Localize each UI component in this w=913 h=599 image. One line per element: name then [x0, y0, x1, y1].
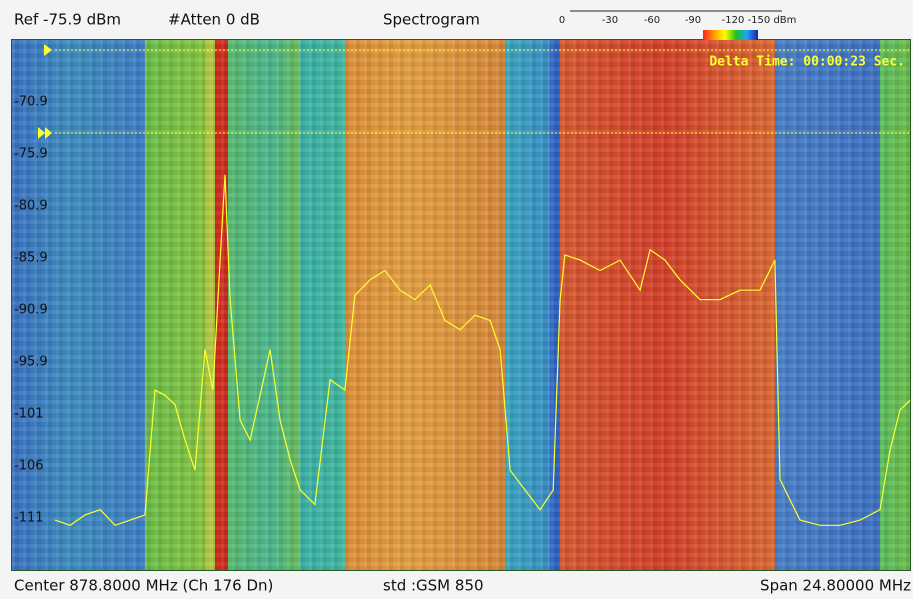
- trace: [54, 174, 911, 526]
- attenuation: #Atten 0 dB: [168, 11, 260, 29]
- footer-bar: [0, 571, 913, 599]
- y-tick-label: -95.9: [14, 355, 48, 370]
- display-marker: [45, 127, 52, 139]
- y-tick-label: -75.9: [14, 147, 48, 162]
- ref-level: Ref -75.9 dBm: [14, 11, 121, 29]
- y-tick-label: -101: [14, 407, 44, 422]
- colorbar-label: -90: [685, 15, 701, 26]
- standard: std :GSM 850: [383, 577, 484, 595]
- header-bar: [0, 0, 913, 40]
- colorbar-label: -120: [722, 15, 745, 26]
- ref-marker: [44, 44, 52, 56]
- y-tick-label: -111: [14, 511, 44, 526]
- spectrogram: [12, 40, 910, 570]
- y-tick-label: -80.9: [14, 199, 48, 214]
- plot-frame: [11, 39, 911, 571]
- colorbar: [703, 30, 758, 40]
- y-tick-label: -70.9: [14, 95, 48, 110]
- y-tick-label: -90.9: [14, 303, 48, 318]
- display-marker: [38, 127, 45, 139]
- colorbar-label: 0: [559, 15, 565, 26]
- colorbar-label: -150 dBm: [748, 15, 797, 26]
- span: Span 24.80000 MHz: [760, 577, 911, 595]
- delta-time: Delta Time: 00:00:23 Sec.: [709, 55, 905, 70]
- center-frequency: Center 878.8000 MHz (Ch 176 Dn): [14, 577, 273, 595]
- colorbar-label: -60: [644, 15, 660, 26]
- y-tick-label: -85.9: [14, 251, 48, 266]
- colorbar-label: -30: [602, 15, 618, 26]
- mode-title: Spectrogram: [383, 11, 480, 29]
- y-tick-label: -106: [14, 459, 44, 474]
